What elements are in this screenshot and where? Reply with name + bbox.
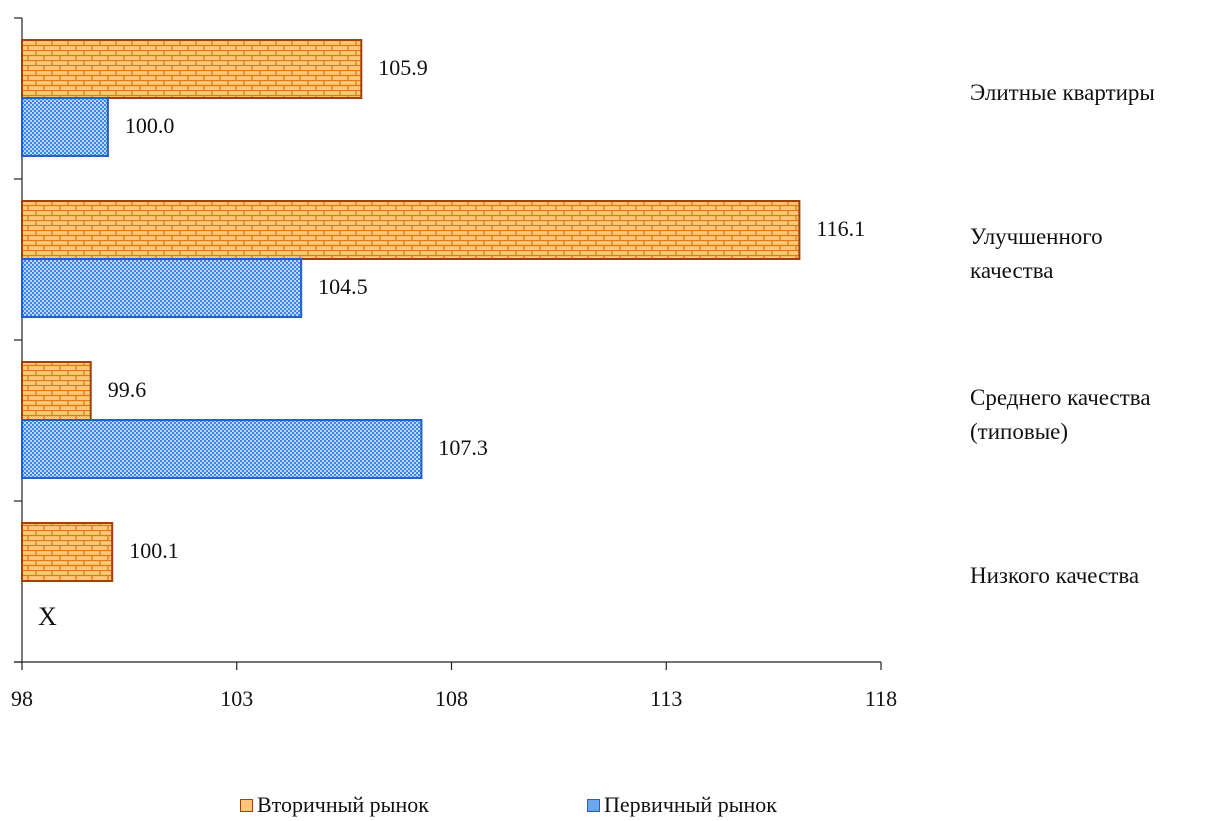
bar-primary bbox=[21, 258, 303, 318]
bar-secondary bbox=[21, 361, 92, 421]
data-label: 100.1 bbox=[129, 538, 179, 563]
legend-swatch-secondary bbox=[240, 798, 253, 812]
legend-label-secondary: Вторичный рынок bbox=[257, 792, 429, 817]
legend-label-primary: Первичный рынок bbox=[604, 792, 777, 817]
x-tick-label: 118 bbox=[865, 686, 897, 711]
data-labels: 105.9 116.1 99.6 100.1 100.0 104.5 107.3 X bbox=[38, 55, 865, 631]
x-tick-label: 103 bbox=[220, 686, 253, 711]
axes: 98 103 108 113 118 bbox=[11, 17, 897, 711]
bar-primary bbox=[21, 97, 109, 157]
category-label: Среднего качества (типовые) bbox=[970, 384, 1151, 444]
category-label: Низкого качества bbox=[970, 562, 1140, 588]
x-tick-label: 108 bbox=[435, 686, 468, 711]
bar-secondary bbox=[21, 522, 114, 582]
x-tick-label: 113 bbox=[650, 686, 682, 711]
legend-item-secondary: Вторичный рынок bbox=[240, 792, 429, 818]
bar-primary bbox=[21, 419, 423, 479]
data-label: 99.6 bbox=[108, 377, 147, 402]
bar-secondary bbox=[21, 200, 801, 260]
data-label: 107.3 bbox=[438, 435, 488, 460]
bar-secondary bbox=[21, 39, 363, 99]
legend-item-primary: Первичный рынок bbox=[587, 792, 777, 818]
data-label: 104.5 bbox=[318, 274, 368, 299]
missing-value-marker: X bbox=[38, 602, 57, 631]
bars bbox=[21, 39, 801, 582]
category-label: Элитные квартиры bbox=[970, 79, 1155, 105]
category-label: Улучшенного качества bbox=[970, 223, 1103, 283]
data-label: 105.9 bbox=[378, 55, 428, 80]
data-label: 116.1 bbox=[816, 216, 865, 241]
x-tick-label: 98 bbox=[11, 686, 33, 711]
legend-swatch-primary bbox=[587, 798, 600, 812]
data-label: 100.0 bbox=[125, 113, 174, 138]
